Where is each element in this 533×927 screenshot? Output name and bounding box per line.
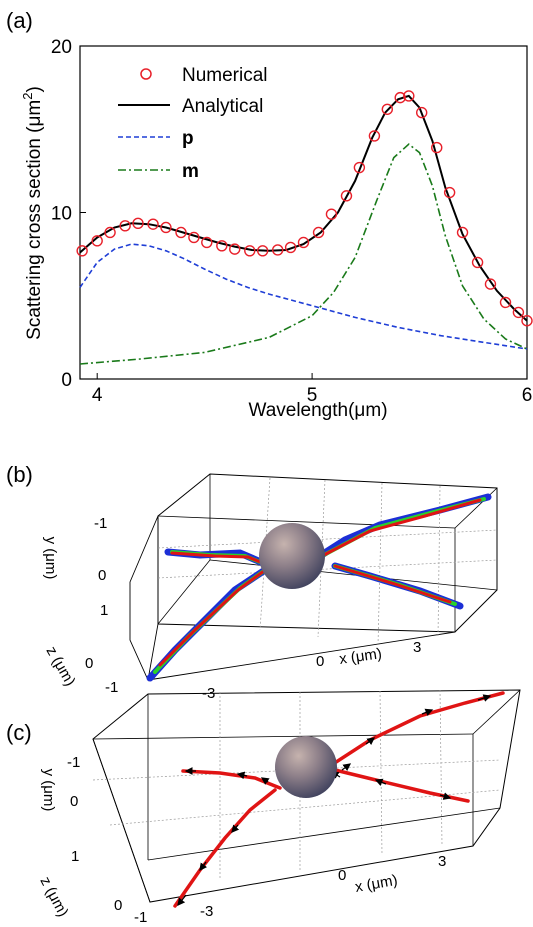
numerical-point xyxy=(175,226,187,239)
chart-a: 4 5 6 0 10 20 Wavelength(μm) Scattering cross… xyxy=(20,37,533,421)
numerical-point xyxy=(104,226,116,239)
x-axis-label: Wavelength(μm) xyxy=(248,400,387,421)
box-edge xyxy=(147,807,501,861)
box-edge xyxy=(209,559,498,591)
x-axis-label: x (μm) xyxy=(338,645,383,668)
y-tick-label-1: 10 xyxy=(51,204,72,225)
numerical-point xyxy=(471,256,484,269)
box-edge xyxy=(92,738,151,903)
legend-marker-numerical xyxy=(140,68,152,80)
numerical-point xyxy=(381,103,394,115)
chart-b-3d: -1 0 1 y (μm) -3 0 3 x (μm) 0 -1 z (μm) xyxy=(42,473,498,702)
numerical-point xyxy=(325,208,338,220)
numerical-point xyxy=(512,306,525,319)
z-axis-label: z (μm) xyxy=(36,874,71,920)
x-axis-label: x (μm) xyxy=(354,872,399,896)
trajectories xyxy=(146,493,492,682)
numerical-point xyxy=(340,190,353,202)
numerical-point xyxy=(456,226,469,239)
numerical-point xyxy=(201,236,213,249)
numerical-point xyxy=(244,245,256,257)
numerical-point xyxy=(368,130,381,142)
numerical-point xyxy=(312,226,325,239)
x-tick-label-1: 5 xyxy=(307,385,318,406)
x-tick-label-2: 6 xyxy=(522,385,533,406)
panel-label-c: (c) xyxy=(6,720,32,745)
legend-label-p: p xyxy=(182,128,194,149)
y-axis-label: y (μm) xyxy=(42,537,59,580)
panel-label-b: (b) xyxy=(6,462,33,487)
y-tick: 0 xyxy=(70,793,78,810)
x-tick-label-0: 4 xyxy=(92,385,103,406)
series-line-analytical xyxy=(79,94,528,322)
y-axis-label: Scattering cross section (μm2) xyxy=(20,86,45,340)
velocity-arrows xyxy=(177,694,492,907)
numerical-point xyxy=(353,161,366,174)
numerical-point xyxy=(415,106,428,119)
chart-c-3d: -1 0 1 y (μm) -3 0 3 x (μm) 0 -1 z (μm) xyxy=(36,689,521,926)
numerical-point xyxy=(229,243,241,255)
nanosphere xyxy=(259,523,325,589)
x-tick: 0 xyxy=(338,867,346,884)
legend-label-analytical: Analytical xyxy=(182,96,263,117)
legend-label-numerical: Numerical xyxy=(182,65,268,86)
y-tick-label-0: 0 xyxy=(61,370,72,391)
box-edge xyxy=(157,559,211,625)
panel-label-a: (a) xyxy=(6,8,33,33)
numerical-point xyxy=(394,91,406,104)
numerical-point xyxy=(147,218,159,230)
y-tick: 0 xyxy=(98,567,106,584)
x-tick: 0 xyxy=(316,653,324,670)
z-axis-label: z (μm) xyxy=(43,644,79,690)
z-tick: -1 xyxy=(105,679,118,696)
y-tick-label-2: 20 xyxy=(51,37,72,58)
box-edge xyxy=(472,689,521,735)
numerical-point xyxy=(431,141,443,154)
series-line-p xyxy=(79,243,528,350)
numerical-point xyxy=(499,296,512,309)
box-edge xyxy=(92,733,474,740)
numerical-point xyxy=(284,241,297,254)
z-tick: 0 xyxy=(85,655,93,672)
numerical-point xyxy=(132,217,144,230)
box-front-edge xyxy=(129,515,159,682)
numerical-point xyxy=(76,245,88,257)
y-tick: 1 xyxy=(71,848,79,865)
box-edge xyxy=(147,631,456,681)
numerical-point xyxy=(91,235,103,247)
numerical-point xyxy=(188,231,200,244)
y-tick: -1 xyxy=(94,515,107,532)
numerical-point xyxy=(272,244,284,256)
x-tick: 3 xyxy=(438,853,446,870)
y-axis-label: y (μm) xyxy=(40,769,57,812)
legend-label-m: m xyxy=(182,161,199,182)
z-tick: -1 xyxy=(134,909,147,926)
numerical-point xyxy=(443,186,456,199)
legend: Numerical Analytical p m xyxy=(118,65,268,182)
nanosphere xyxy=(275,736,337,798)
numerical-point xyxy=(216,240,228,252)
y-tick: 1 xyxy=(100,602,108,619)
numerical-point xyxy=(484,278,497,290)
numerical-point xyxy=(403,90,415,102)
numerical-point xyxy=(297,236,310,249)
plot-frame xyxy=(79,45,528,380)
x-tick: -3 xyxy=(200,903,213,920)
numerical-point xyxy=(256,245,269,257)
x-tick: 3 xyxy=(413,639,421,656)
numerical-point xyxy=(160,221,172,234)
series-line-m xyxy=(79,143,528,365)
numerical-point xyxy=(119,220,131,232)
z-tick: 0 xyxy=(114,897,122,914)
numerical-point xyxy=(521,315,533,327)
y-tick: -1 xyxy=(67,754,80,771)
box-edge xyxy=(454,487,498,529)
box-edge xyxy=(157,515,456,529)
